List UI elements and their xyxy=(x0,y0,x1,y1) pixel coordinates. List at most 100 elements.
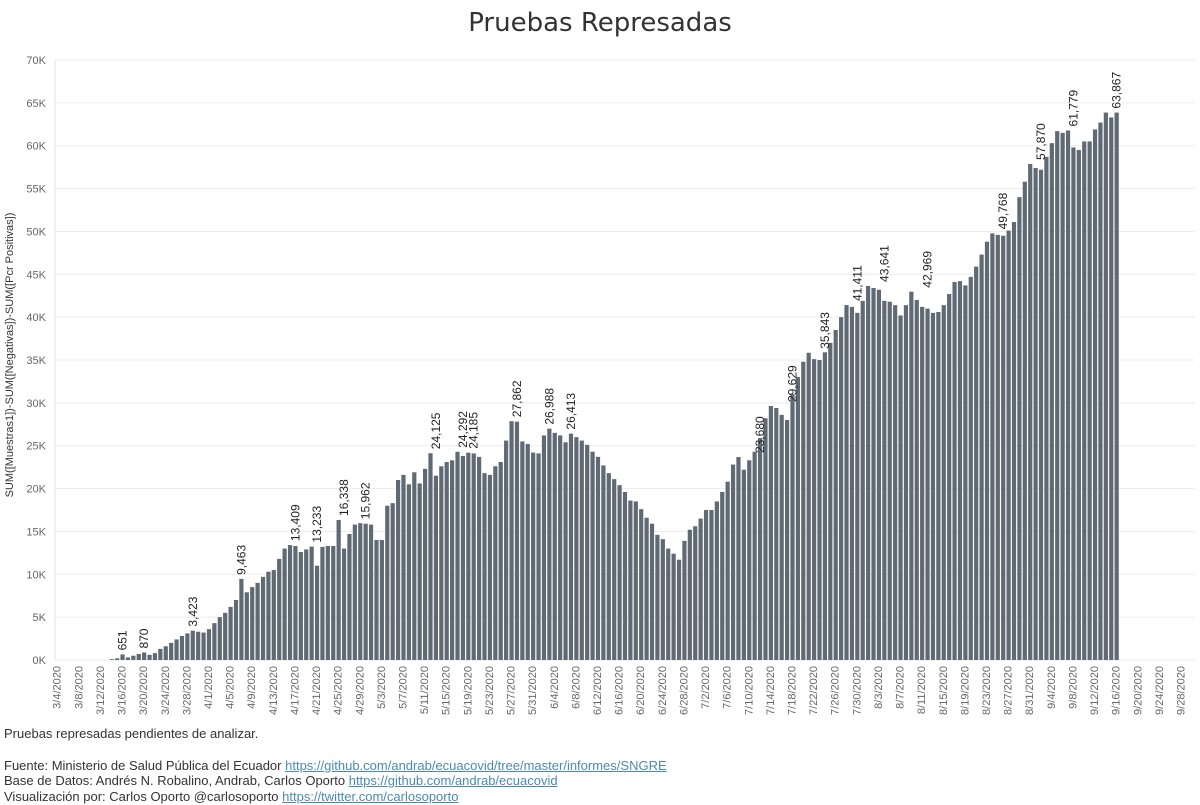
bar xyxy=(363,523,368,660)
x-tick-label: 7/6/2020 xyxy=(722,666,734,709)
bar xyxy=(871,288,876,660)
bar xyxy=(244,592,249,660)
x-tick-label: 8/31/2020 xyxy=(1024,666,1036,715)
x-tick-label: 4/21/2020 xyxy=(311,666,323,715)
data-label: 9,463 xyxy=(234,545,248,575)
data-label: 57,870 xyxy=(1034,123,1048,160)
bar xyxy=(790,394,795,660)
bar xyxy=(471,453,476,660)
data-label: 61,779 xyxy=(1066,89,1080,126)
bar xyxy=(585,444,590,660)
bar xyxy=(498,462,503,660)
bar xyxy=(649,523,655,660)
bar xyxy=(185,633,190,660)
x-tick-label: 9/28/2020 xyxy=(1175,666,1187,715)
source-link[interactable]: https://github.com/andrab/ecuacovid/tree… xyxy=(285,758,667,773)
bar xyxy=(379,540,384,660)
bar xyxy=(687,529,692,660)
bar xyxy=(1098,122,1103,661)
x-tick-label: 7/10/2020 xyxy=(743,666,755,715)
bar xyxy=(428,453,433,660)
bar xyxy=(774,408,779,660)
bar xyxy=(974,266,979,660)
data-label: 870 xyxy=(137,628,151,648)
bar xyxy=(477,456,482,660)
bar xyxy=(260,576,266,660)
data-label: 27,862 xyxy=(510,380,524,417)
x-tick-label: 5/7/2020 xyxy=(397,666,409,709)
bar xyxy=(1060,132,1065,660)
bar xyxy=(239,578,244,660)
bar xyxy=(568,433,574,660)
bar xyxy=(660,539,665,660)
bar xyxy=(304,549,309,660)
bar xyxy=(795,377,800,660)
bar xyxy=(120,654,125,660)
bar xyxy=(1033,168,1038,660)
source-text: Fuente: Ministerio de Salud Pública del … xyxy=(4,758,282,773)
bar xyxy=(131,655,136,660)
x-tick-label: 7/30/2020 xyxy=(851,666,863,715)
bar xyxy=(693,526,698,660)
bar xyxy=(887,301,892,660)
bar xyxy=(1103,112,1108,660)
x-tick-label: 4/29/2020 xyxy=(354,666,366,715)
bar xyxy=(158,648,163,660)
x-tick-label: 8/19/2020 xyxy=(959,666,971,715)
bar xyxy=(206,629,212,660)
bar xyxy=(109,659,114,660)
bar xyxy=(952,282,957,660)
bar xyxy=(849,306,855,660)
x-tick-label: 9/12/2020 xyxy=(1089,666,1101,715)
bar xyxy=(990,233,995,660)
visualization-link[interactable]: https://twitter.com/carlosoporto xyxy=(282,789,459,804)
visualization-line: Visualización por: Carlos Oporto @carlos… xyxy=(4,789,458,804)
bar xyxy=(1006,230,1011,661)
bar xyxy=(169,642,174,660)
bar xyxy=(125,657,131,660)
bar xyxy=(622,492,628,660)
bar xyxy=(720,492,725,660)
bar xyxy=(644,517,649,660)
bar xyxy=(714,501,719,660)
bar xyxy=(703,510,709,660)
bar xyxy=(984,241,990,660)
bar xyxy=(504,440,509,660)
bar xyxy=(336,519,341,660)
bar xyxy=(212,623,217,660)
bar xyxy=(763,418,768,660)
x-tick-label: 5/19/2020 xyxy=(462,666,474,715)
x-tick-label: 3/16/2020 xyxy=(117,666,129,715)
bar xyxy=(147,654,152,660)
bar xyxy=(903,305,909,660)
bar xyxy=(352,524,357,660)
x-tick-label: 8/11/2020 xyxy=(916,666,928,714)
bar xyxy=(1071,147,1076,660)
data-label: 26,988 xyxy=(542,388,556,425)
bar xyxy=(941,305,946,660)
bar xyxy=(855,312,860,660)
bar xyxy=(552,432,557,660)
bar xyxy=(590,451,595,660)
x-tick-label: 9/8/2020 xyxy=(1067,666,1079,709)
bar xyxy=(536,453,541,660)
data-label: 3,423 xyxy=(186,596,200,626)
bar xyxy=(639,509,644,660)
bar xyxy=(736,457,741,660)
x-tick-label: 8/27/2020 xyxy=(1003,666,1015,715)
bar xyxy=(1114,112,1119,660)
x-tick-label: 8/7/2020 xyxy=(895,666,907,709)
x-tick-label: 8/3/2020 xyxy=(873,666,885,709)
database-link[interactable]: https://github.com/andrab/ecuacovid xyxy=(348,773,558,788)
bar xyxy=(709,510,714,660)
database-text: Base de Datos: Andrés N. Robalino, Andra… xyxy=(4,773,346,788)
bar xyxy=(531,452,536,660)
y-tick-label: 70K xyxy=(26,55,46,67)
y-tick-label: 0K xyxy=(33,655,47,667)
bar xyxy=(331,546,336,660)
bar xyxy=(779,414,784,660)
bar xyxy=(115,658,120,660)
bar xyxy=(368,524,374,660)
visualization-text: Visualización por: Carlos Oporto @carlos… xyxy=(4,789,279,804)
x-tick-label: 4/13/2020 xyxy=(268,666,280,715)
